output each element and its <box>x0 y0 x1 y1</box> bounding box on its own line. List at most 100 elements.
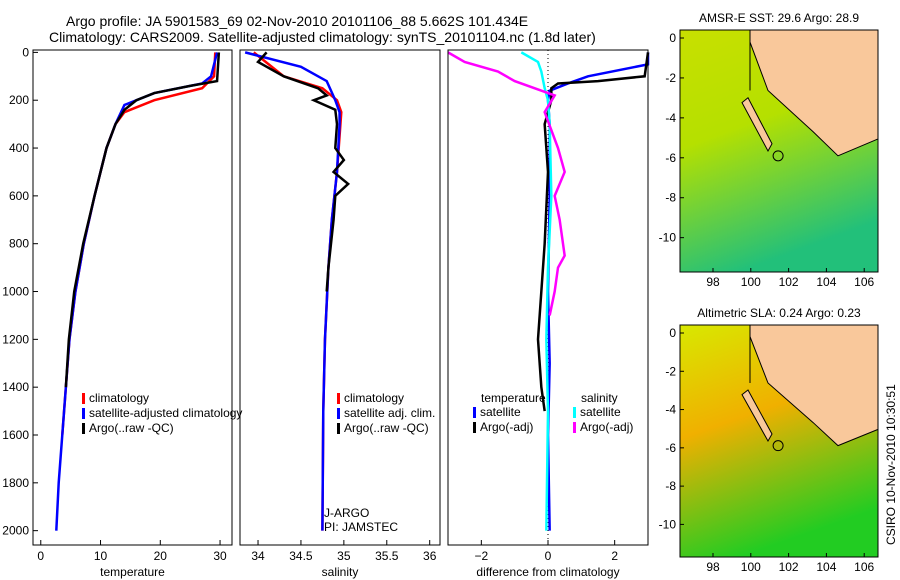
map-panel-2: Altimetric SLA: 0.24 Argo: 0.23 98 100 102 1… <box>659 306 879 574</box>
legend-swatch <box>473 407 476 418</box>
x-tick-label: 100 <box>741 275 761 289</box>
y-tick-label: 400 <box>9 141 29 155</box>
temperature-panel: 0 10 20 30 temperature 0 200 400 600 800 1000 1200 1… <box>2 45 242 579</box>
legend-swatch <box>337 423 340 434</box>
x-tick-label: 102 <box>779 275 799 289</box>
annotation: PI: JAMSTEC <box>324 520 398 534</box>
series-salinity-argo-adj- <box>447 51 566 316</box>
y-tick-label: -8 <box>665 191 676 205</box>
legend-label: Argo(-adj) <box>480 420 533 434</box>
y-tick-label: -4 <box>665 111 676 125</box>
legend-title: salinity <box>581 391 618 405</box>
map-frame <box>679 324 879 558</box>
map-frame <box>679 29 879 273</box>
x-tick-label: 20 <box>154 549 168 563</box>
x-tick-label: 106 <box>854 275 874 289</box>
y-tick-label: 200 <box>9 93 29 107</box>
legend-swatch <box>337 393 340 404</box>
y-tick-label: -6 <box>665 441 676 455</box>
series-climatology <box>61 52 217 436</box>
legend-label: Argo(..raw -QC) <box>89 421 174 435</box>
y-tick-label: 1400 <box>2 380 29 394</box>
x-tick-label: 10 <box>94 549 108 563</box>
x-axis-label: salinity <box>322 565 359 579</box>
y-tick-label: -10 <box>659 517 677 531</box>
plot-frame <box>239 49 441 546</box>
y-tick-label: 1800 <box>2 476 29 490</box>
series-satellite-adjusted-climatology <box>55 52 219 531</box>
legend-label: climatology <box>344 391 404 405</box>
x-tick-label: 104 <box>816 560 836 574</box>
x-tick-label: 100 <box>741 560 761 574</box>
y-tick-label: 1200 <box>2 332 29 346</box>
legend-label: satellite adj. clim. <box>344 406 435 420</box>
x-tick-label: 104 <box>816 275 836 289</box>
map-title: AMSR-E SST: 29.6 Argo: 28.9 <box>699 11 859 25</box>
series-salinity-satellite <box>520 51 553 531</box>
map-title: Altimetric SLA: 0.24 Argo: 0.23 <box>697 306 861 320</box>
map-panel-1: AMSR-E SST: 29.6 Argo: 28.9 98 100 102 104 10… <box>659 11 879 289</box>
x-tick-label: 34 <box>251 549 265 563</box>
difference-panel: −2 0 2 difference from climatology temperatu… <box>447 49 650 579</box>
series-temperature-satellite <box>546 52 650 531</box>
series-temperature-argo-adj- <box>536 52 650 412</box>
legend-label: satellite <box>480 405 521 419</box>
x-tick-label: 35 <box>337 549 351 563</box>
y-tick-label: -10 <box>659 231 677 245</box>
series-satellite-adjusted-climatology <box>244 51 341 531</box>
legend-label: satellite <box>580 405 621 419</box>
series-argo <box>64 52 221 388</box>
y-tick-label: -2 <box>665 364 676 378</box>
legend-label: Argo(-adj) <box>580 420 633 434</box>
plot-frame <box>32 49 233 546</box>
y-tick-label: 1000 <box>2 285 29 299</box>
legend-label: satellite-adjusted climatology <box>89 406 242 420</box>
x-tick-label: 2 <box>611 549 618 563</box>
title-line-2: Climatology: CARS2009. Satellite-adjuste… <box>49 29 596 45</box>
y-tick-label: 600 <box>9 189 29 203</box>
y-tick-label: 1600 <box>2 428 29 442</box>
series-argo <box>256 51 351 292</box>
x-tick-label: 0 <box>545 549 552 563</box>
argo-position-marker <box>772 440 784 452</box>
x-tick-label: −2 <box>474 549 488 563</box>
y-tick-label: -8 <box>665 479 676 493</box>
legend-title: temperature <box>481 391 546 405</box>
y-tick-label: 0 <box>22 45 29 59</box>
legend-swatch <box>473 422 476 433</box>
x-tick-label: 98 <box>706 275 720 289</box>
annotation: J-ARGO <box>324 506 369 520</box>
y-tick-label: -4 <box>665 403 676 417</box>
title-line-1: Argo profile: JA 5901583_69 02-Nov-2010 … <box>66 13 529 29</box>
x-axis-label: difference from climatology <box>476 565 619 579</box>
y-tick-label: 0 <box>669 31 676 45</box>
legend-label: Argo(..raw -QC) <box>344 421 429 435</box>
x-tick-label: 102 <box>779 560 799 574</box>
legend-swatch <box>337 408 340 419</box>
y-tick-label: -6 <box>665 151 676 165</box>
y-tick-label: 800 <box>9 237 29 251</box>
x-tick-label: 106 <box>854 560 874 574</box>
legend-label: climatology <box>89 391 149 405</box>
argo-position-marker <box>772 150 784 162</box>
x-tick-label: 0 <box>37 549 44 563</box>
x-tick-label: 98 <box>706 560 720 574</box>
x-tick-label: 30 <box>213 549 227 563</box>
legend-swatch <box>82 423 85 434</box>
legend-swatch <box>573 407 576 418</box>
land-island <box>741 96 773 153</box>
x-axis-label: temperature <box>100 565 165 579</box>
land-island <box>741 389 773 443</box>
legend-swatch <box>82 408 85 419</box>
y-tick-label: 0 <box>669 326 676 340</box>
legend-swatch <box>82 393 85 404</box>
y-tick-label: 2000 <box>2 524 29 538</box>
y-tick-label: -2 <box>665 71 676 85</box>
legend-swatch <box>573 422 576 433</box>
x-tick-label: 36 <box>423 549 437 563</box>
x-tick-label: 35.5 <box>375 549 399 563</box>
salinity-panel: 34 34.5 35 35.5 36 salinity climatologysatelli… <box>239 49 441 579</box>
x-tick-label: 34.5 <box>289 549 313 563</box>
